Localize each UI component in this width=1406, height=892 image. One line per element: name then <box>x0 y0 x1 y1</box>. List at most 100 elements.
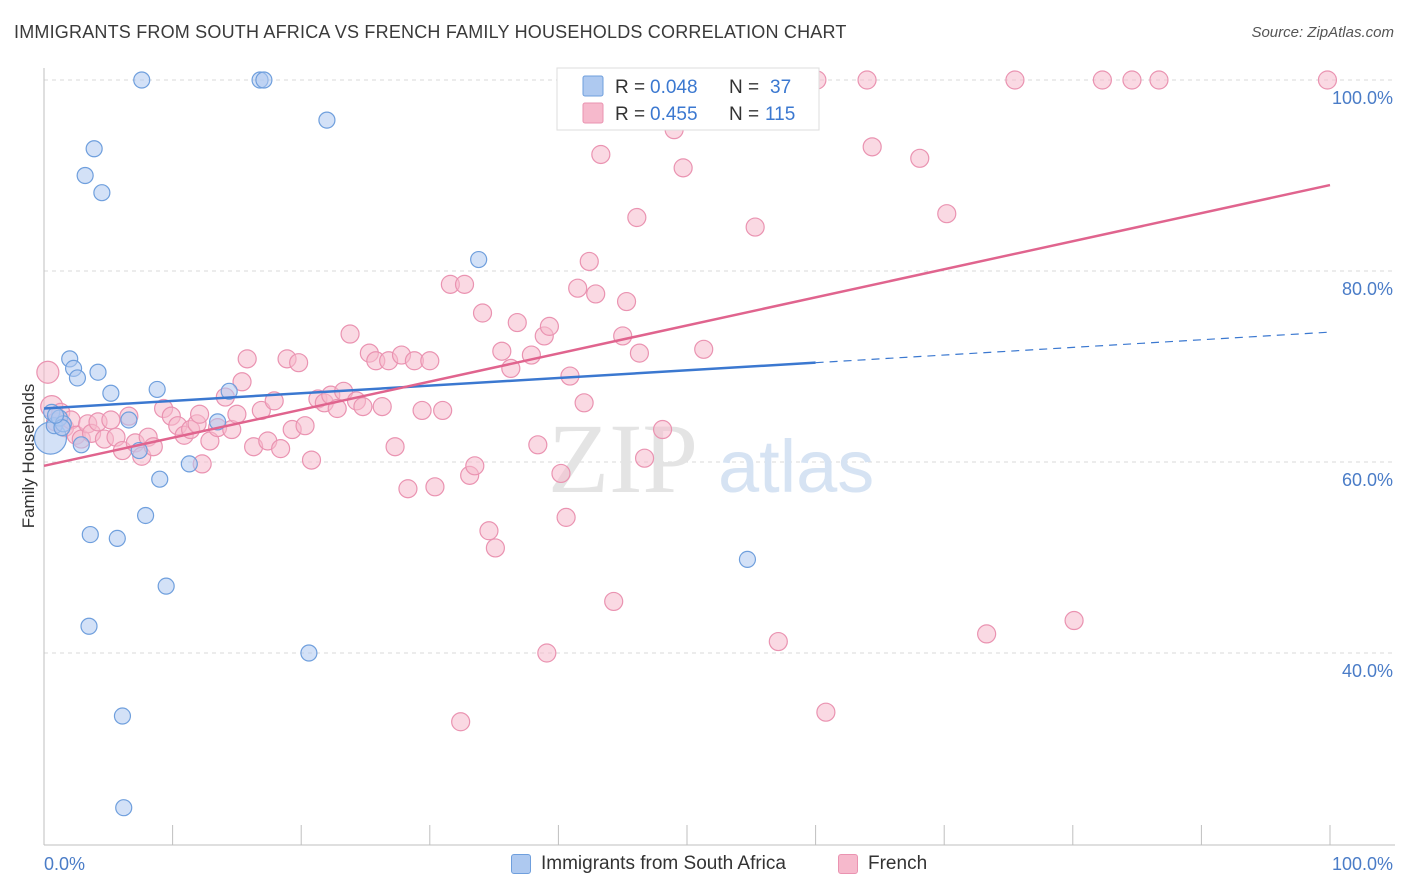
scatter-point <box>227 404 247 424</box>
watermark-zip: ZIP <box>548 403 698 514</box>
scatter-point <box>568 278 588 298</box>
scatter-point <box>102 384 120 402</box>
scatter-point <box>136 506 155 525</box>
scatter-point <box>398 479 418 499</box>
scatter-point <box>470 250 488 269</box>
trend-line-south-africa <box>43 361 816 410</box>
scatter-point <box>301 450 322 470</box>
scatter-point <box>300 644 318 662</box>
trend-line-south-africa-extension <box>815 331 1331 364</box>
scatter-point <box>556 507 576 527</box>
scatter-point <box>539 316 559 336</box>
scatter-point <box>101 410 121 430</box>
trend-line-french <box>43 183 1331 468</box>
scatter-point <box>937 204 957 224</box>
scatter-point <box>694 339 714 359</box>
scatter-point <box>255 71 273 89</box>
scatter-point <box>507 312 527 333</box>
scatter-point <box>451 712 471 732</box>
scatter-point <box>237 349 257 369</box>
scatter-point <box>673 158 693 178</box>
scatter-point <box>862 137 882 157</box>
scatter-point <box>627 207 647 228</box>
scatter-point <box>76 166 94 185</box>
scatter-point <box>537 643 557 663</box>
scatter-point <box>433 400 453 421</box>
legend-label-south-africa: Immigrants from South Africa <box>541 853 786 874</box>
scatter-point <box>551 463 571 484</box>
scatter-point <box>420 351 440 371</box>
scatter-point <box>1092 70 1112 90</box>
scatter-point <box>604 591 624 612</box>
scatter-point <box>616 291 637 312</box>
scatter-point <box>157 577 175 595</box>
scatter-point <box>289 353 309 373</box>
scatter-point <box>151 470 169 488</box>
scatter-point <box>579 251 599 272</box>
legend-r-label-pink: R = <box>615 104 645 125</box>
scatter-point <box>1064 610 1084 631</box>
trend-lines <box>43 183 1331 468</box>
scatter-point <box>232 372 252 392</box>
scatter-point <box>745 217 765 237</box>
legend-swatch-pink <box>582 102 604 124</box>
scatter-point <box>113 707 132 725</box>
scatter-point <box>36 360 60 384</box>
legend-item-french: French <box>838 853 927 875</box>
y-tick-labels: 40.0% 60.0% 80.0% 100.0% <box>1332 88 1393 681</box>
legend-n-value-pink: 115 <box>765 104 795 125</box>
scatter-point <box>454 274 475 294</box>
scatter-point <box>652 419 673 440</box>
y-tick-label: 40.0% <box>1342 661 1393 681</box>
scatter-point <box>108 529 126 548</box>
legend-swatch-south-africa <box>511 854 531 874</box>
scatter-point <box>528 435 548 455</box>
scatter-point <box>318 111 336 129</box>
legend-swatch-blue <box>582 75 604 97</box>
zipatlas-watermark: ZIP atlas <box>548 403 874 514</box>
scatter-point <box>1122 70 1142 90</box>
scatter-point <box>340 324 360 344</box>
scatter-point <box>80 617 98 635</box>
watermark-atlas: atlas <box>718 425 874 508</box>
scatter-point <box>93 184 111 202</box>
legend-r-value-blue: 0.048 <box>650 77 698 98</box>
scatter-point <box>271 439 291 459</box>
scatter-point <box>613 326 633 346</box>
scatter-point <box>72 436 90 454</box>
scatter-point <box>385 437 405 457</box>
scatter-point <box>85 140 103 158</box>
scatter-point <box>412 400 432 421</box>
y-tick-label: 60.0% <box>1342 470 1393 490</box>
scatter-point <box>586 284 606 304</box>
french-points <box>36 70 1338 732</box>
scatter-point <box>738 550 757 569</box>
scatter-point <box>120 411 138 429</box>
scatter-point <box>295 416 315 436</box>
scatter-point <box>479 521 499 541</box>
scatter-point <box>148 380 166 399</box>
legend-bottom: Immigrants from South Africa French <box>0 850 1406 880</box>
scatter-point <box>591 144 611 165</box>
legend-r-label-blue: R = <box>615 77 645 98</box>
legend-n-label-pink: N = <box>729 104 759 125</box>
scatter-point <box>1005 70 1025 90</box>
scatter-point <box>264 391 284 411</box>
legend-top: R = 0.048 N = 37 R = 0.455 N = 115 <box>556 67 820 131</box>
scatter-point <box>472 303 493 323</box>
scatter-point <box>133 71 151 89</box>
scatter-point <box>81 525 99 544</box>
scatter-point <box>574 393 594 413</box>
scatter-point <box>190 404 210 424</box>
scatter-point <box>465 456 485 476</box>
source-credit: Source: ZipAtlas.com <box>1251 24 1394 41</box>
x-tick-label-max: 100.0% <box>1332 854 1393 874</box>
legend-item-south-africa: Immigrants from South Africa <box>511 853 786 875</box>
legend-r-value-pink: 0.455 <box>650 104 698 125</box>
legend-n-label-blue: N = <box>729 77 759 98</box>
scatter-point <box>1149 70 1169 90</box>
scatter-point <box>492 341 512 361</box>
legend-label-french: French <box>868 853 928 874</box>
scatter-point <box>816 702 836 722</box>
